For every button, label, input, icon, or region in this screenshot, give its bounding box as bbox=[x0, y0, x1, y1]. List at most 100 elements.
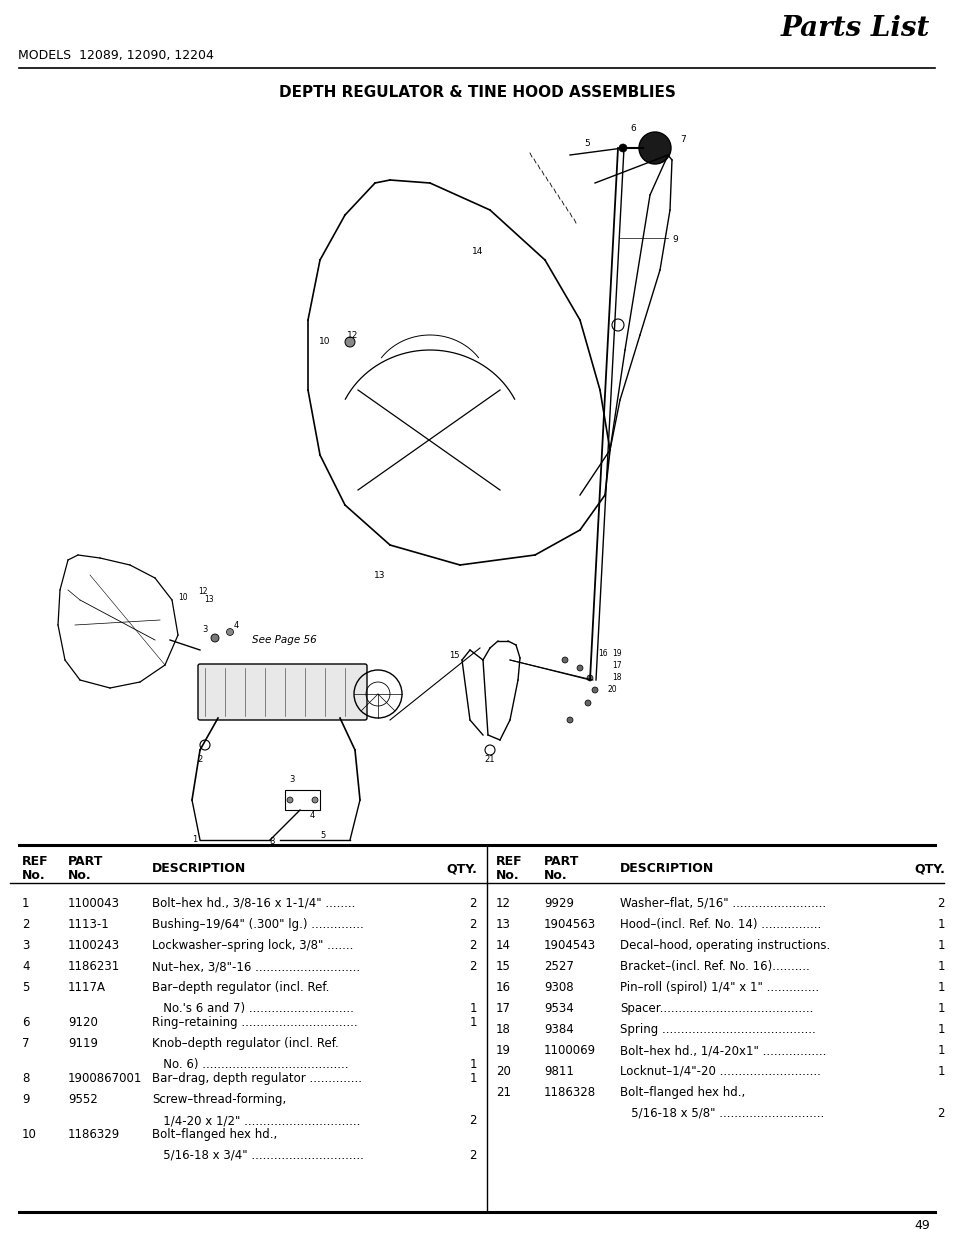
Text: No.'s 6 and 7) ............................: No.'s 6 and 7) .........................… bbox=[152, 1002, 354, 1015]
Text: 1: 1 bbox=[937, 1044, 944, 1057]
Text: 20: 20 bbox=[607, 685, 617, 694]
Text: 2: 2 bbox=[937, 1106, 944, 1120]
Text: 15: 15 bbox=[449, 652, 459, 660]
Text: 2: 2 bbox=[197, 755, 202, 765]
Text: Spacer.........................................: Spacer..................................… bbox=[619, 1002, 813, 1015]
Text: 3: 3 bbox=[290, 775, 294, 785]
Circle shape bbox=[345, 336, 355, 346]
Text: 2: 2 bbox=[469, 1114, 476, 1126]
Text: 1100043: 1100043 bbox=[68, 897, 120, 910]
Text: 1186329: 1186329 bbox=[68, 1128, 120, 1141]
Text: 5: 5 bbox=[583, 138, 589, 147]
Text: 8: 8 bbox=[269, 837, 274, 846]
Text: 1: 1 bbox=[937, 918, 944, 931]
Text: 13: 13 bbox=[496, 918, 511, 931]
Text: See Page 56: See Page 56 bbox=[252, 635, 316, 645]
Text: 7: 7 bbox=[679, 136, 685, 145]
Text: 2: 2 bbox=[469, 1149, 476, 1163]
Text: Bar–drag, depth regulator ..............: Bar–drag, depth regulator .............. bbox=[152, 1072, 361, 1085]
Text: DESCRIPTION: DESCRIPTION bbox=[619, 862, 714, 875]
Text: Hood–(incl. Ref. No. 14) ................: Hood–(incl. Ref. No. 14) ...............… bbox=[619, 918, 821, 931]
Text: 49: 49 bbox=[913, 1219, 929, 1232]
Text: 9534: 9534 bbox=[543, 1002, 573, 1015]
Text: 3: 3 bbox=[22, 939, 30, 952]
Text: Spring .........................................: Spring .................................… bbox=[619, 1023, 815, 1035]
Text: 13: 13 bbox=[204, 596, 213, 604]
Text: 1: 1 bbox=[937, 1023, 944, 1035]
Text: REF: REF bbox=[22, 855, 49, 868]
Text: Ring–retaining ...............................: Ring–retaining .........................… bbox=[152, 1015, 357, 1029]
Text: MODELS  12089, 12090, 12204: MODELS 12089, 12090, 12204 bbox=[18, 49, 213, 62]
Text: PART: PART bbox=[543, 855, 578, 868]
Text: 18: 18 bbox=[612, 673, 620, 682]
Circle shape bbox=[226, 628, 233, 635]
Text: 9811: 9811 bbox=[543, 1065, 574, 1078]
Text: 1186328: 1186328 bbox=[543, 1087, 596, 1099]
Text: 16: 16 bbox=[496, 981, 511, 994]
Text: 1904543: 1904543 bbox=[543, 939, 596, 952]
Text: 5/16-18 x 3/4" ..............................: 5/16-18 x 3/4" .........................… bbox=[152, 1149, 363, 1163]
Text: 1186231: 1186231 bbox=[68, 959, 120, 973]
Text: Bolt–flanged hex hd.,: Bolt–flanged hex hd., bbox=[152, 1128, 277, 1141]
Text: 1: 1 bbox=[469, 1015, 476, 1029]
Text: 5: 5 bbox=[319, 831, 325, 840]
Text: 1: 1 bbox=[937, 959, 944, 973]
Text: QTY.: QTY. bbox=[446, 862, 476, 875]
Text: 1113-1: 1113-1 bbox=[68, 918, 110, 931]
Circle shape bbox=[211, 634, 219, 642]
Text: DESCRIPTION: DESCRIPTION bbox=[152, 862, 246, 875]
Text: 1/4-20 x 1/2" ...............................: 1/4-20 x 1/2" ..........................… bbox=[152, 1114, 360, 1126]
Text: 5/16-18 x 5/8" ............................: 5/16-18 x 5/8" .........................… bbox=[619, 1106, 823, 1120]
Text: 16: 16 bbox=[598, 648, 607, 658]
Text: No.: No. bbox=[543, 868, 567, 882]
Text: 4: 4 bbox=[233, 622, 239, 630]
Text: 4: 4 bbox=[22, 959, 30, 973]
Circle shape bbox=[586, 675, 593, 682]
Text: Bolt–hex hd., 1/4-20x1" .................: Bolt–hex hd., 1/4-20x1" ................… bbox=[619, 1044, 825, 1057]
Text: 21: 21 bbox=[484, 755, 495, 765]
Circle shape bbox=[584, 700, 590, 706]
Circle shape bbox=[639, 132, 670, 164]
Text: 12: 12 bbox=[198, 588, 208, 597]
Text: Nut–hex, 3/8"-16 ............................: Nut–hex, 3/8"-16 .......................… bbox=[152, 959, 359, 973]
Text: 1: 1 bbox=[937, 939, 944, 952]
Text: 1: 1 bbox=[937, 981, 944, 994]
Text: No.: No. bbox=[22, 868, 46, 882]
Text: 10: 10 bbox=[178, 593, 188, 603]
Text: 9: 9 bbox=[22, 1093, 30, 1106]
Circle shape bbox=[618, 145, 626, 152]
Text: 9308: 9308 bbox=[543, 981, 573, 994]
Text: Bushing–19/64" (.300" lg.) ..............: Bushing–19/64" (.300" lg.) .............… bbox=[152, 918, 363, 931]
Text: 9552: 9552 bbox=[68, 1093, 97, 1106]
Text: PART: PART bbox=[68, 855, 103, 868]
Text: Knob–depth regulator (incl. Ref.: Knob–depth regulator (incl. Ref. bbox=[152, 1037, 338, 1050]
Text: Bracket–(incl. Ref. No. 16)..........: Bracket–(incl. Ref. No. 16).......... bbox=[619, 959, 809, 973]
Text: 1100069: 1100069 bbox=[543, 1044, 596, 1057]
Text: 2: 2 bbox=[469, 939, 476, 952]
Text: 1: 1 bbox=[22, 897, 30, 910]
Text: 1: 1 bbox=[469, 1002, 476, 1015]
Text: 6: 6 bbox=[630, 125, 636, 133]
Text: DEPTH REGULATOR & TINE HOOD ASSEMBLIES: DEPTH REGULATOR & TINE HOOD ASSEMBLIES bbox=[278, 85, 675, 100]
Text: 9929: 9929 bbox=[543, 897, 574, 910]
Text: Bar–depth regulator (incl. Ref.: Bar–depth regulator (incl. Ref. bbox=[152, 981, 329, 994]
Text: 7: 7 bbox=[22, 1037, 30, 1050]
Circle shape bbox=[577, 665, 582, 672]
Text: No. 6) .......................................: No. 6) .................................… bbox=[152, 1058, 348, 1072]
Text: REF: REF bbox=[496, 855, 522, 868]
Text: 5: 5 bbox=[22, 981, 30, 994]
Text: 18: 18 bbox=[496, 1023, 511, 1035]
Text: 2: 2 bbox=[469, 897, 476, 910]
Text: Screw–thread-forming,: Screw–thread-forming, bbox=[152, 1093, 286, 1106]
Text: Lockwasher–spring lock, 3/8" .......: Lockwasher–spring lock, 3/8" ....... bbox=[152, 939, 353, 952]
Text: Locknut–1/4"-20 ...........................: Locknut–1/4"-20 ........................… bbox=[619, 1065, 820, 1078]
Text: 1100243: 1100243 bbox=[68, 939, 120, 952]
Text: 19: 19 bbox=[496, 1044, 511, 1057]
Text: QTY.: QTY. bbox=[913, 862, 944, 875]
Text: 17: 17 bbox=[496, 1002, 511, 1015]
Text: Washer–flat, 5/16" .........................: Washer–flat, 5/16" .....................… bbox=[619, 897, 825, 910]
Text: 1: 1 bbox=[469, 1058, 476, 1072]
Text: 10: 10 bbox=[22, 1128, 37, 1141]
Text: Decal–hood, operating instructions.: Decal–hood, operating instructions. bbox=[619, 939, 829, 952]
FancyBboxPatch shape bbox=[198, 664, 367, 720]
